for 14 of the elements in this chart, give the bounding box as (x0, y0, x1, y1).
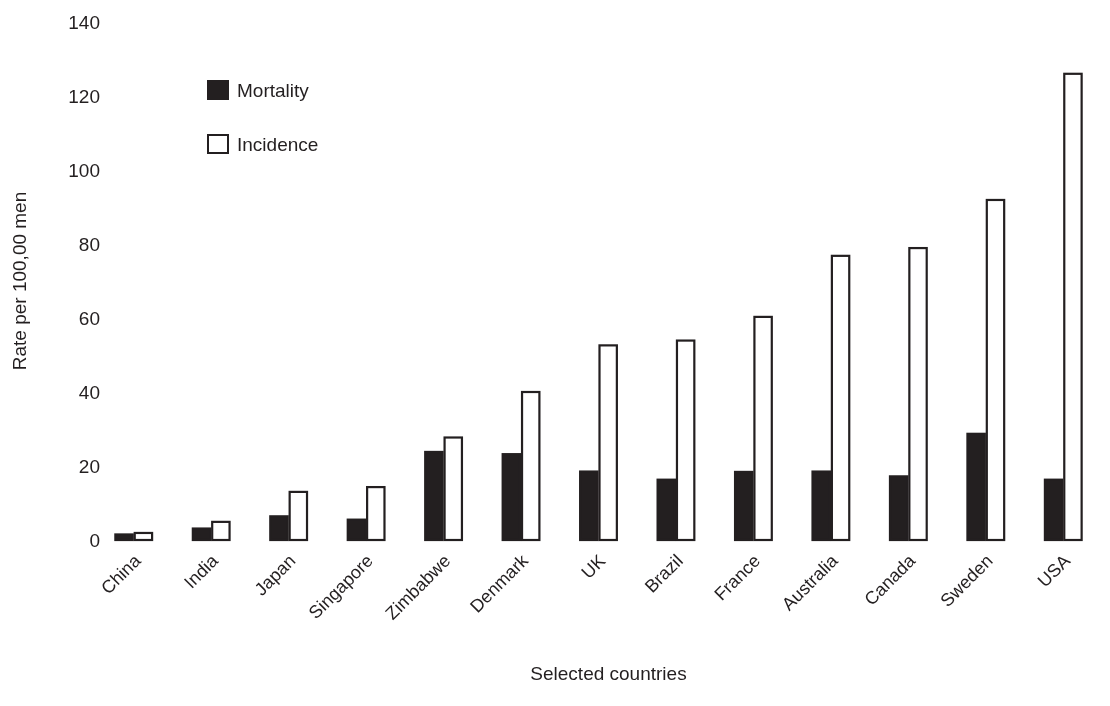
y-axis-title: Rate per 100,00 men (9, 191, 30, 371)
y-tick-label: 140 (68, 11, 100, 33)
y-tick-label: 20 (78, 455, 100, 477)
y-tick-label: 0 (89, 529, 100, 551)
legend-label: Incidence (237, 134, 319, 155)
y-tick-label: 120 (68, 85, 100, 107)
x-tick-label: UK (577, 550, 610, 583)
y-tick-label: 40 (78, 381, 100, 403)
y-tick-label: 100 (68, 159, 100, 181)
legend-label: Mortality (237, 80, 310, 101)
y-tick-label: 80 (78, 233, 100, 255)
x-axis-title: Selected countries (530, 663, 687, 684)
x-tick-label: USA (1033, 550, 1075, 591)
y-tick-label: 60 (78, 307, 100, 329)
